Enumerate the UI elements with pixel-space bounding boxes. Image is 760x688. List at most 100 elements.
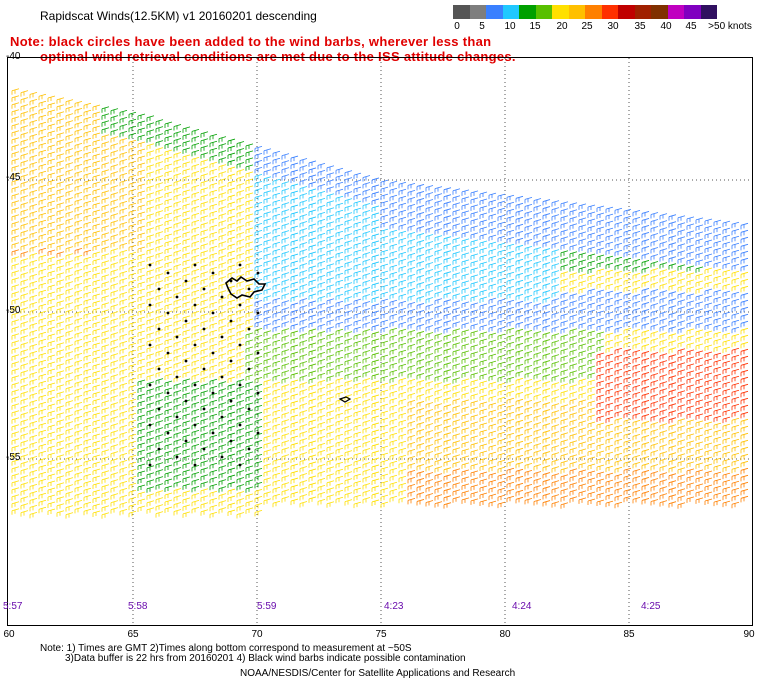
legend-label: 45	[685, 21, 697, 32]
legend-label: >50 knots	[708, 21, 752, 32]
contamination-circle	[256, 431, 260, 435]
legend-label: 10	[504, 21, 516, 32]
contamination-circle	[220, 375, 224, 379]
footer-note-1: Note: 1) Times are GMT 2)Times along bot…	[40, 643, 412, 654]
contamination-circle	[184, 399, 188, 403]
legend-label: 15	[529, 21, 541, 32]
legend-color-bar	[453, 5, 717, 19]
lat-label-45: -45	[6, 172, 21, 183]
contamination-circle	[229, 399, 233, 403]
contamination-circle	[148, 303, 152, 307]
contamination-circle	[247, 327, 251, 331]
contamination-circle	[220, 295, 224, 299]
contamination-circle	[175, 295, 179, 299]
lon-label-80: 80	[499, 629, 511, 640]
lon-label-75: 75	[375, 629, 387, 640]
contamination-circle	[220, 455, 224, 459]
contamination-circle	[211, 431, 215, 435]
contamination-circle	[202, 367, 206, 371]
legend-swatch	[469, 5, 486, 19]
wind-barb-group	[11, 247, 749, 509]
contamination-circle	[256, 351, 260, 355]
contamination-circle	[148, 423, 152, 427]
legend-swatch	[667, 5, 684, 19]
legend-labels: 0 5 10 15 20 25 30 35 40 45 >50 knots	[453, 19, 752, 33]
contamination-circle	[247, 407, 251, 411]
contamination-circle	[229, 319, 233, 323]
contamination-circle	[238, 383, 242, 387]
contamination-circle	[148, 463, 152, 467]
legend-swatch	[651, 5, 668, 19]
map-frame	[7, 57, 753, 626]
contamination-circle	[184, 359, 188, 363]
contamination-circle	[202, 287, 206, 291]
contamination-circle	[211, 351, 215, 355]
wind-barb-group	[11, 143, 749, 519]
contamination-circle	[175, 415, 179, 419]
legend-label: 5	[479, 21, 485, 32]
contamination-circle	[148, 263, 152, 267]
contamination-circle	[193, 303, 197, 307]
legend-swatch	[453, 5, 470, 19]
time-label-2: 5:58	[128, 601, 148, 612]
contamination-circle	[247, 367, 251, 371]
lat-label-55: -55	[6, 452, 21, 463]
contamination-circle	[220, 415, 224, 419]
contamination-circle	[157, 327, 161, 331]
contamination-circle	[148, 383, 152, 387]
wind-barb-group	[254, 145, 749, 334]
contamination-circle	[193, 423, 197, 427]
contamination-circle	[238, 463, 242, 467]
time-label-1: 5:57	[3, 601, 23, 612]
legend-swatch	[585, 5, 602, 19]
footer-credit: NOAA/NESDIS/Center for Satellite Applica…	[240, 668, 516, 679]
contamination-circle	[157, 407, 161, 411]
lon-label-90: 90	[743, 629, 755, 640]
contamination-circle	[220, 335, 224, 339]
wind-barbs	[11, 88, 749, 519]
time-label-6: 4:25	[641, 601, 661, 612]
contamination-note-line-2: optimal wind retrieval conditions are me…	[40, 49, 516, 64]
legend-swatch	[634, 5, 651, 19]
wind-barb-group	[254, 173, 560, 304]
contamination-circle	[193, 263, 197, 267]
contamination-circle	[256, 391, 260, 395]
contamination-circle	[184, 279, 188, 283]
legend-swatch	[568, 5, 585, 19]
contamination-circle	[175, 375, 179, 379]
contamination-circle	[238, 343, 242, 347]
map-title: Rapidscat Winds(12.5KM) v1 20160201 desc…	[40, 9, 317, 23]
contamination-markers	[148, 263, 260, 467]
footer-note-2: 3)Data buffer is 22 hrs from 20160201 4)…	[65, 653, 466, 664]
contamination-circle	[166, 351, 170, 355]
lon-label-60: 60	[3, 629, 15, 640]
contamination-circle	[229, 359, 233, 363]
contamination-circle	[229, 439, 233, 443]
time-label-4: 4:23	[384, 601, 404, 612]
contamination-circle	[148, 343, 152, 347]
contamination-circle	[238, 423, 242, 427]
kerguelen-island-outline	[225, 275, 267, 299]
contamination-circle	[157, 447, 161, 451]
wind-barb-group	[101, 106, 704, 493]
contamination-circle	[238, 303, 242, 307]
lon-label-70: 70	[251, 629, 263, 640]
contamination-circle	[157, 287, 161, 291]
contamination-circle	[202, 327, 206, 331]
legend-label: 20	[556, 21, 568, 32]
lat-label-40: -40	[6, 51, 21, 62]
contamination-circle	[202, 407, 206, 411]
contamination-circle	[193, 343, 197, 347]
lon-label-65: 65	[127, 629, 139, 640]
contamination-circle	[166, 271, 170, 275]
contamination-circle	[247, 447, 251, 451]
time-label-3: 5:59	[257, 601, 277, 612]
contamination-circle	[211, 311, 215, 315]
contamination-circle	[157, 367, 161, 371]
legend-swatch	[618, 5, 635, 19]
contamination-circle	[238, 263, 242, 267]
contamination-circle	[211, 271, 215, 275]
contamination-circle	[193, 463, 197, 467]
wind-barb-group	[596, 347, 749, 424]
legend-swatch	[486, 5, 503, 19]
